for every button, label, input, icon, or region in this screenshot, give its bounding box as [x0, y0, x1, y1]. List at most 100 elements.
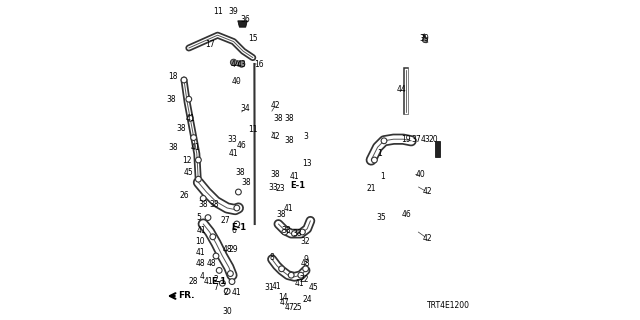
Text: 38: 38: [235, 168, 245, 177]
Text: 38: 38: [198, 200, 208, 209]
Circle shape: [303, 266, 308, 272]
Circle shape: [292, 231, 297, 236]
Text: 41: 41: [283, 204, 293, 212]
Text: 21: 21: [367, 184, 376, 193]
Text: 44: 44: [230, 60, 240, 68]
Text: 27: 27: [221, 216, 230, 225]
Text: 39: 39: [228, 7, 239, 16]
Text: 47: 47: [280, 298, 290, 307]
Circle shape: [225, 288, 230, 294]
Text: 4: 4: [199, 272, 204, 281]
Text: 5: 5: [196, 213, 201, 222]
Circle shape: [181, 77, 187, 83]
Text: 38: 38: [166, 95, 176, 104]
Circle shape: [422, 37, 428, 43]
Text: 6: 6: [231, 226, 236, 235]
Text: 41: 41: [232, 288, 242, 297]
Text: 38: 38: [241, 178, 252, 187]
Circle shape: [371, 157, 378, 163]
Text: 43: 43: [237, 60, 246, 68]
Text: 25: 25: [292, 303, 303, 312]
Text: 46: 46: [401, 210, 412, 219]
Text: 48: 48: [222, 245, 232, 254]
Circle shape: [288, 272, 294, 278]
Circle shape: [234, 221, 240, 227]
Text: 43: 43: [420, 135, 431, 144]
Text: 48: 48: [301, 260, 310, 268]
Polygon shape: [435, 141, 440, 157]
Text: FR.: FR.: [179, 292, 195, 300]
Text: E-1: E-1: [212, 277, 227, 286]
Circle shape: [230, 59, 237, 66]
Text: 39: 39: [419, 34, 429, 43]
Text: 44: 44: [397, 85, 406, 94]
Text: 12: 12: [182, 156, 192, 164]
Text: E-1: E-1: [231, 223, 246, 232]
Text: 23: 23: [275, 184, 285, 193]
Text: 38: 38: [285, 136, 294, 145]
Text: 24: 24: [302, 295, 312, 304]
Text: 45: 45: [184, 168, 194, 177]
Text: 47: 47: [285, 303, 294, 312]
Text: 41: 41: [272, 282, 282, 291]
Text: 41: 41: [228, 149, 239, 158]
Text: 46: 46: [237, 141, 246, 150]
Text: 33: 33: [269, 183, 278, 192]
Text: 1: 1: [380, 172, 385, 180]
Text: 40: 40: [232, 77, 242, 86]
Text: 9: 9: [303, 255, 308, 264]
Circle shape: [200, 196, 206, 201]
Text: 31: 31: [264, 284, 274, 292]
Text: 38: 38: [168, 143, 178, 152]
Text: 2: 2: [223, 288, 228, 297]
Text: 1: 1: [217, 7, 221, 16]
Circle shape: [298, 272, 304, 278]
Circle shape: [188, 116, 193, 121]
Text: 37: 37: [411, 135, 421, 144]
Text: 2: 2: [214, 276, 218, 284]
Text: 20: 20: [429, 135, 438, 144]
Text: 38: 38: [276, 210, 287, 219]
Text: 41: 41: [294, 279, 304, 288]
Circle shape: [236, 189, 241, 195]
Text: 32: 32: [301, 237, 310, 246]
Text: 38: 38: [285, 114, 294, 123]
Circle shape: [229, 279, 235, 284]
Text: 41: 41: [289, 172, 300, 180]
Text: 34: 34: [240, 104, 250, 113]
Text: 8: 8: [269, 253, 275, 262]
Polygon shape: [238, 21, 248, 27]
Text: 48: 48: [206, 260, 216, 268]
Text: 38: 38: [176, 124, 186, 132]
Circle shape: [210, 234, 216, 240]
Text: 17: 17: [205, 40, 214, 49]
Text: 22: 22: [300, 276, 308, 284]
Circle shape: [381, 138, 387, 144]
Text: 38: 38: [273, 114, 284, 123]
Text: 35: 35: [376, 213, 386, 222]
Circle shape: [238, 61, 244, 67]
Circle shape: [300, 229, 305, 235]
Text: 42: 42: [422, 234, 432, 243]
Circle shape: [191, 135, 196, 140]
Circle shape: [279, 266, 285, 272]
Circle shape: [213, 253, 219, 259]
Text: 28: 28: [189, 277, 198, 286]
Text: 19: 19: [401, 135, 412, 144]
Text: 1: 1: [214, 7, 218, 16]
Circle shape: [228, 271, 234, 276]
Text: 42: 42: [270, 132, 280, 140]
Text: E-1: E-1: [290, 181, 305, 190]
Circle shape: [196, 157, 201, 163]
Text: 41: 41: [195, 248, 205, 257]
Text: 15: 15: [248, 34, 258, 43]
Text: 18: 18: [168, 72, 177, 81]
Text: 10: 10: [195, 237, 205, 246]
Text: 38: 38: [270, 170, 280, 179]
Text: 1: 1: [377, 149, 381, 158]
Text: 41: 41: [186, 114, 195, 123]
Text: 41: 41: [203, 277, 213, 286]
Text: 48: 48: [195, 260, 205, 268]
Text: 36: 36: [240, 15, 250, 24]
Text: 30: 30: [222, 308, 232, 316]
